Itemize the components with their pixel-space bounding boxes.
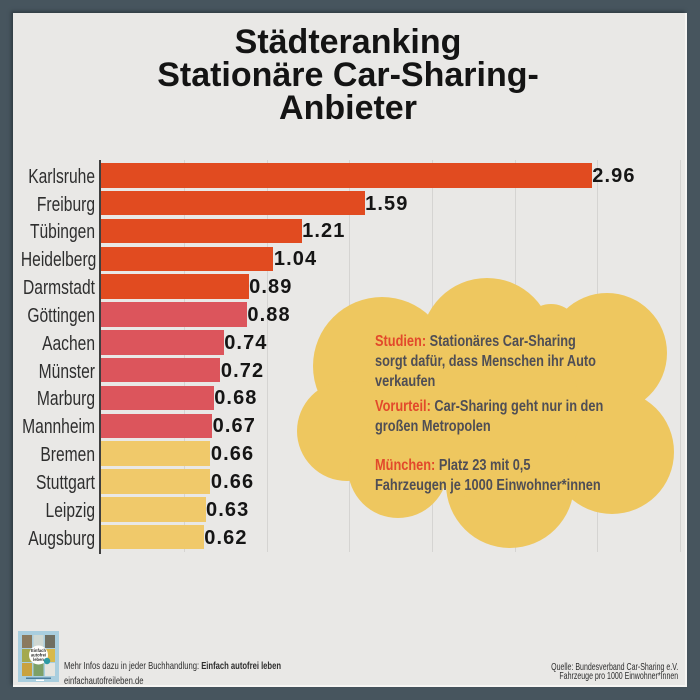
svg-text:autofrei: autofrei bbox=[31, 653, 46, 658]
svg-text:Einfach: Einfach bbox=[31, 648, 47, 653]
svg-text:leben: leben bbox=[33, 657, 44, 662]
